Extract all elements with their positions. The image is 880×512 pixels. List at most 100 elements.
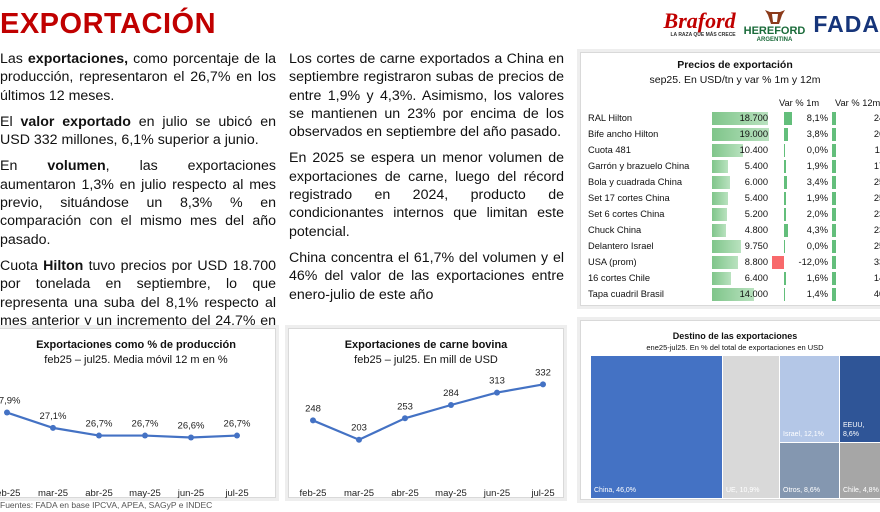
data-label: 26,6% xyxy=(178,420,205,431)
var-12m-bar xyxy=(832,256,836,269)
var-1m-value: 8,1% xyxy=(806,113,828,123)
var-1m-cell: 8,1% xyxy=(772,112,828,125)
treemap-subtitle: ene25-jul25. En % del total de exportaci… xyxy=(646,343,824,352)
data-label: 27,1% xyxy=(40,411,67,422)
treemap-block-ue: UE, 10,9% xyxy=(723,356,779,498)
braford-logo: Braford LA RAZA QUE MÁS CRECE xyxy=(663,8,736,38)
var-12m-cell: 33,7 xyxy=(832,256,880,269)
chart-title: Exportaciones de carne bovina xyxy=(344,339,508,351)
fada-logo: FADA xyxy=(813,10,880,37)
paragraph: Los cortes de carne exportados a China e… xyxy=(289,51,564,141)
var-1m-bar xyxy=(784,160,786,173)
var-1m-value: 4,3% xyxy=(806,225,828,235)
data-point xyxy=(540,381,546,388)
data-point xyxy=(96,432,102,439)
treemap-block-chile: Chile, 4,8% xyxy=(840,443,880,498)
data-label: 332 xyxy=(535,367,551,378)
var-12m-cell: 23,8 xyxy=(832,208,880,221)
var-12m-cell: 14,3 xyxy=(832,272,880,285)
price-value: 5.400 xyxy=(744,193,768,203)
var-12m-cell: 11,8 xyxy=(832,144,880,157)
text-column-2: Los cortes de carne exportados a China e… xyxy=(289,50,564,312)
price-bar xyxy=(712,256,739,269)
data-label: 253 xyxy=(397,401,413,412)
treemap-label: Israel, 12,1% xyxy=(783,431,824,438)
var-12m-bar xyxy=(832,272,836,285)
price-value: 4.800 xyxy=(744,225,768,235)
x-tick-label: abr-25 xyxy=(85,488,112,499)
price-cell: 6.400 xyxy=(712,272,770,285)
var-1m-value: 1,9% xyxy=(806,161,828,171)
price-cell: 5.400 xyxy=(712,192,770,205)
data-label: 27,9% xyxy=(0,396,21,407)
var-12m-value: 24,7 xyxy=(873,113,880,123)
price-bar xyxy=(712,272,732,285)
data-point xyxy=(142,432,148,439)
data-label: 26,7% xyxy=(132,419,159,430)
price-bar xyxy=(712,160,729,173)
treemap-label: EEUU, 8,6% xyxy=(843,422,865,438)
price-value: 10.400 xyxy=(739,145,768,155)
var-12m-value: 25,6 xyxy=(873,193,880,203)
var-12m-value: 25,0 xyxy=(873,177,880,187)
series-line xyxy=(6,411,238,439)
var-1m-value: 2,0% xyxy=(806,209,828,219)
table-title: Precios de exportación xyxy=(677,59,793,71)
var-1m-value: 1,4% xyxy=(806,289,828,299)
var-1m-value: 0,0% xyxy=(806,145,828,155)
var-1m-cell: 2,0% xyxy=(772,208,828,221)
var-1m-bar xyxy=(784,208,786,221)
row-name: RAL Hilton xyxy=(588,113,633,123)
paragraph: Las exportaciones, como porcentaje de la… xyxy=(0,51,276,104)
line-chart-svg: 27,9% feb-25 27,1% mar-25 26,7% abr-25 26,7% ma… xyxy=(0,396,251,499)
footer-sources: Fuentes: FADA en base IPCVA, APEA, SAGyP… xyxy=(0,500,213,510)
treemap-block-israel: Israel, 12,1% xyxy=(780,356,839,442)
cow-head-icon xyxy=(764,9,785,24)
column-header-var12m: Var % 12m xyxy=(835,98,880,108)
var-1m-cell: 3,8% xyxy=(772,128,828,141)
x-tick-label: mar-25 xyxy=(344,488,374,499)
paragraph: En 2025 se espera un menor volumen de ex… xyxy=(289,150,564,240)
price-bar xyxy=(712,288,754,301)
var-12m-cell: 23,1 xyxy=(832,224,880,237)
var-1m-cell: 1,9% xyxy=(772,160,828,173)
data-point xyxy=(494,389,500,396)
var-1m-cell: 3,4% xyxy=(772,176,828,189)
price-bar xyxy=(712,240,741,253)
var-1m-bar xyxy=(784,112,793,125)
price-cell: 19.000 xyxy=(712,128,770,141)
var-12m-cell: 25,0 xyxy=(832,176,880,189)
var-1m-bar xyxy=(784,288,786,301)
var-1m-bar xyxy=(784,128,788,141)
price-cell: 9.750 xyxy=(712,240,770,253)
chart-subtitle: feb25 – jul25. En mill de USD xyxy=(354,354,498,366)
price-cell: 14.000 xyxy=(712,288,770,301)
row-name: Bola y cuadrada China xyxy=(588,177,683,187)
data-label: 248 xyxy=(305,403,321,414)
var-12m-bar xyxy=(832,176,836,189)
var-1m-cell: 1,4% xyxy=(772,288,828,301)
price-cell: 5.400 xyxy=(712,160,770,173)
var-1m-bar xyxy=(784,224,789,237)
price-value: 6.000 xyxy=(744,177,768,187)
row-name: Chuck China xyxy=(588,225,642,235)
paragraph: El valor exportado en julio se ubicó en … xyxy=(0,113,276,149)
var-12m-bar xyxy=(832,192,836,205)
var-12m-value: 25,8 xyxy=(873,241,880,251)
data-point xyxy=(4,409,10,416)
var-1m-bar xyxy=(784,240,785,253)
data-label: 313 xyxy=(489,376,505,387)
row-name: Cuota 481 xyxy=(588,145,631,155)
var-12m-cell: 40,0 xyxy=(832,288,880,301)
hereford-logo: HEREFORD ARGENTINA xyxy=(744,6,805,43)
var-12m-bar xyxy=(832,224,836,237)
price-value: 6.400 xyxy=(744,273,768,283)
treemap-label: Otros, 8,6% xyxy=(783,487,820,494)
var-1m-cell: 1,6% xyxy=(772,272,828,285)
price-value: 19.000 xyxy=(739,129,768,139)
series-line xyxy=(312,383,544,441)
var-1m-bar xyxy=(784,176,788,189)
price-cell: 18.700 xyxy=(712,112,770,125)
data-label: 284 xyxy=(443,388,459,399)
var-1m-value: 1,6% xyxy=(806,273,828,283)
